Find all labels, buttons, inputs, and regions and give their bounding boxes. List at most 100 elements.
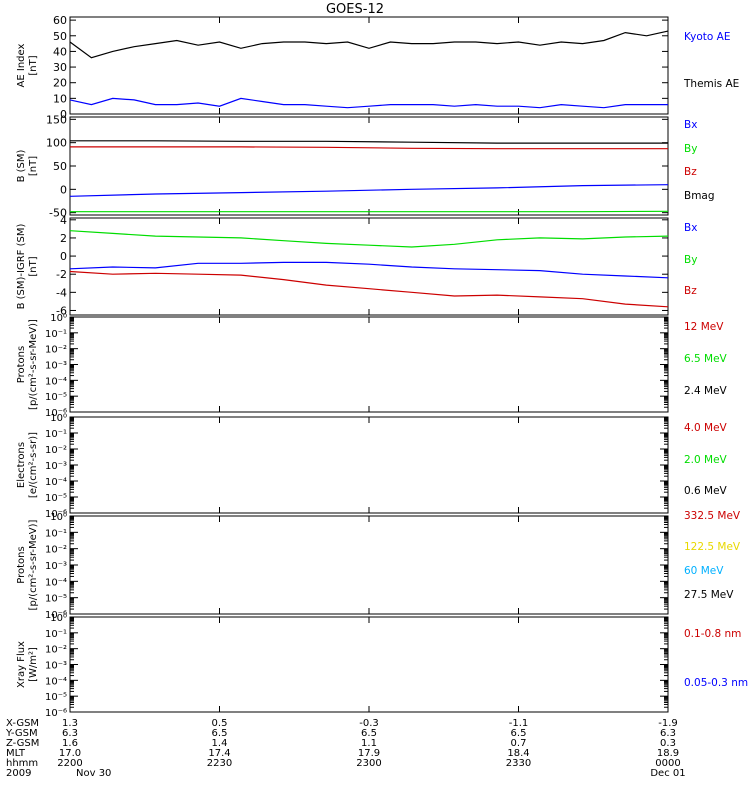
y-tick-label: -2 <box>56 268 67 281</box>
y-tick-label: -6 <box>56 304 67 317</box>
legend-entry: 0.05-0.3 nm <box>684 677 748 689</box>
series-line <box>69 30 669 59</box>
panel-frame <box>69 515 669 615</box>
legend-entry: Bx <box>684 222 697 234</box>
footer-row-label: X-GSM <box>6 718 39 729</box>
footer-value: 6.5 <box>511 728 527 739</box>
footer-row-label: Z-GSM <box>6 738 39 749</box>
footer-value: -1.1 <box>509 718 529 729</box>
y-axis-label: [W/m²] <box>28 647 39 682</box>
y-tick-label: 10⁻² <box>45 545 67 556</box>
series-line <box>69 230 669 248</box>
y-tick-label: 40 <box>53 45 67 58</box>
y-axis-label: B (SM) <box>16 149 27 182</box>
legend-entry: By <box>684 254 697 266</box>
y-tick-label: -50 <box>49 207 67 220</box>
series-line <box>69 261 669 279</box>
y-tick-label: 30 <box>53 61 67 74</box>
footer-row-label: Y-GSM <box>5 728 38 739</box>
footer-value: 6.5 <box>361 728 377 739</box>
panel-1: 0 10 20 30 40 50 60 AE Index [nT] Kyoto AE Themis … <box>16 14 739 121</box>
y-tick-label: 2 <box>60 232 67 245</box>
panel-4: 10⁻⁶ 10⁻⁵ 10⁻⁴ 10⁻³ 10⁻² 10⁻¹ 10⁰ Protons [p/(cm… <box>16 313 728 419</box>
footer-value: 0000 <box>655 758 680 769</box>
y-tick-label: 150 <box>46 113 67 126</box>
y-tick-label: 10⁻³ <box>45 361 67 372</box>
legend-entry: 6.5 MeV <box>684 353 728 365</box>
y-axis-label: Xray Flux <box>16 641 27 688</box>
panel-6: 10⁻⁶ 10⁻⁵ 10⁻⁴ 10⁻³ 10⁻² 10⁻¹ 10⁰ Protons [p/(cm… <box>16 510 741 621</box>
y-axis-label: Protons <box>16 346 27 383</box>
panel-3: -6 -4 -2 0 2 4 B (SM)-IGRF (SM) [nT] Bx By Bz <box>16 214 697 318</box>
legend-entry: 332.5 MeV <box>684 510 741 522</box>
y-tick-label: 10⁻¹ <box>45 629 67 640</box>
y-axis-label: [p/(cm²-s-sr-MeV)] <box>28 519 39 610</box>
panel-frame <box>69 116 669 216</box>
footer-value: 1.1 <box>361 738 377 749</box>
y-axis-label: [nT] <box>28 256 39 276</box>
y-tick-label: 10⁻⁴ <box>45 376 67 387</box>
footer-row-label: MLT <box>6 748 26 759</box>
y-tick-label: 0 <box>60 108 67 121</box>
panel-2: -50 0 50 100 150 B (SM) [nT] Bx By Bz Bmag <box>16 113 715 219</box>
footer-value: 1.3 <box>62 718 78 729</box>
footer-value: 0.3 <box>660 738 676 749</box>
legend-entry: Themis AE <box>683 78 739 90</box>
footer-ephemeris: X-GSMY-GSMZ-GSMMLThhmm20091.36.31.617.02… <box>5 718 686 779</box>
y-tick-label: 20 <box>53 77 67 90</box>
y-tick-label: 0 <box>60 183 67 196</box>
panel-frame <box>69 16 669 115</box>
y-axis-label: Protons <box>16 546 27 583</box>
footer-value: Nov 30 <box>76 768 111 779</box>
legend-entry: 27.5 MeV <box>684 589 734 601</box>
y-tick-label: 10⁻¹ <box>45 429 67 440</box>
footer-value: 2300 <box>356 758 381 769</box>
y-tick-label: 50 <box>53 160 67 173</box>
legend-entry: Bmag <box>684 190 715 202</box>
legend-entry: 0.1-0.8 nm <box>684 628 741 640</box>
legend-entry: 0.6 MeV <box>684 485 728 497</box>
y-axis-label: [nT] <box>28 55 39 75</box>
series-line <box>69 184 669 197</box>
legend-entry: 12 MeV <box>684 321 724 333</box>
footer-value: 6.3 <box>62 728 78 739</box>
y-tick-label: -4 <box>56 286 67 299</box>
panel-frame <box>69 316 669 413</box>
footer-value: 2200 <box>57 758 82 769</box>
panel-frame <box>69 416 669 514</box>
panel-frame <box>69 217 669 316</box>
panel-frame <box>69 616 669 713</box>
footer-value: 6.3 <box>660 728 676 739</box>
footer-value: 1.4 <box>212 738 228 749</box>
series-line <box>70 146 668 150</box>
panel-5: 10⁻⁶ 10⁻⁵ 10⁻⁴ 10⁻³ 10⁻² 10⁻¹ 10⁰ Electrons [e/(… <box>16 413 728 520</box>
y-tick-label: 10⁻⁶ <box>45 509 67 520</box>
y-axis-label: Electrons <box>16 442 27 488</box>
y-tick-label: 10⁻⁴ <box>45 477 67 488</box>
y-axis-label: [p/(cm²-s-sr-MeV)] <box>28 319 39 410</box>
legend-entry: Kyoto AE <box>684 31 730 43</box>
y-axis-label: B (SM)-IGRF (SM) <box>16 224 27 310</box>
legend-entry: Bz <box>684 166 697 178</box>
footer-value: -0.3 <box>359 718 379 729</box>
footer-value: 17.4 <box>208 748 230 759</box>
y-tick-label: 10⁻⁴ <box>45 676 67 687</box>
legend-entry: 2.0 MeV <box>684 454 728 466</box>
y-tick-label: 10⁻⁴ <box>45 577 67 588</box>
footer-value: -1.9 <box>658 718 678 729</box>
legend-entry: Bx <box>684 119 697 131</box>
y-tick-label: 0 <box>60 250 67 263</box>
legend-entry: 60 MeV <box>684 565 724 577</box>
footer-value: 0.7 <box>511 738 527 749</box>
y-tick-label: 10 <box>53 92 67 105</box>
footer-value: 18.9 <box>657 748 679 759</box>
y-axis-label: [e/(cm²-s-sr)] <box>28 432 39 498</box>
series-line <box>69 270 669 308</box>
y-tick-label: 10⁰ <box>50 512 67 523</box>
footer-value: 2330 <box>506 758 531 769</box>
legend-entry: 122.5 MeV <box>684 541 741 553</box>
y-tick-label: 10⁻⁵ <box>45 493 67 504</box>
y-tick-label: 10⁻⁶ <box>45 408 67 419</box>
